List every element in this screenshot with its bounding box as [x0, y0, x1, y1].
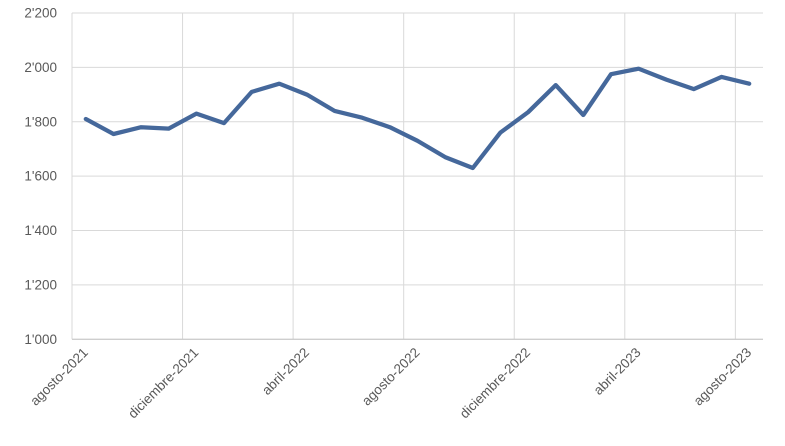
y-tick-label: 1'200 [24, 277, 57, 292]
x-tick-label: abril-2022 [259, 345, 312, 398]
y-tick-label: 1'000 [24, 332, 57, 347]
x-tick-label: abril-2023 [591, 345, 644, 398]
x-tick-label: agosto-2022 [359, 345, 423, 409]
series-line [83, 66, 752, 171]
x-tick-label: agosto-2021 [27, 345, 91, 409]
y-tick-label: 2'000 [24, 60, 57, 75]
y-tick-label: 1'800 [24, 114, 57, 129]
x-tick-label: diciembre-2021 [125, 345, 201, 421]
x-tick-label: agosto-2023 [691, 345, 755, 409]
y-tick-label: 1'400 [24, 223, 57, 238]
x-tick-label: diciembre-2022 [457, 345, 533, 421]
y-tick-label: 1'600 [24, 169, 57, 184]
y-tick-label: 2'200 [24, 6, 57, 21]
